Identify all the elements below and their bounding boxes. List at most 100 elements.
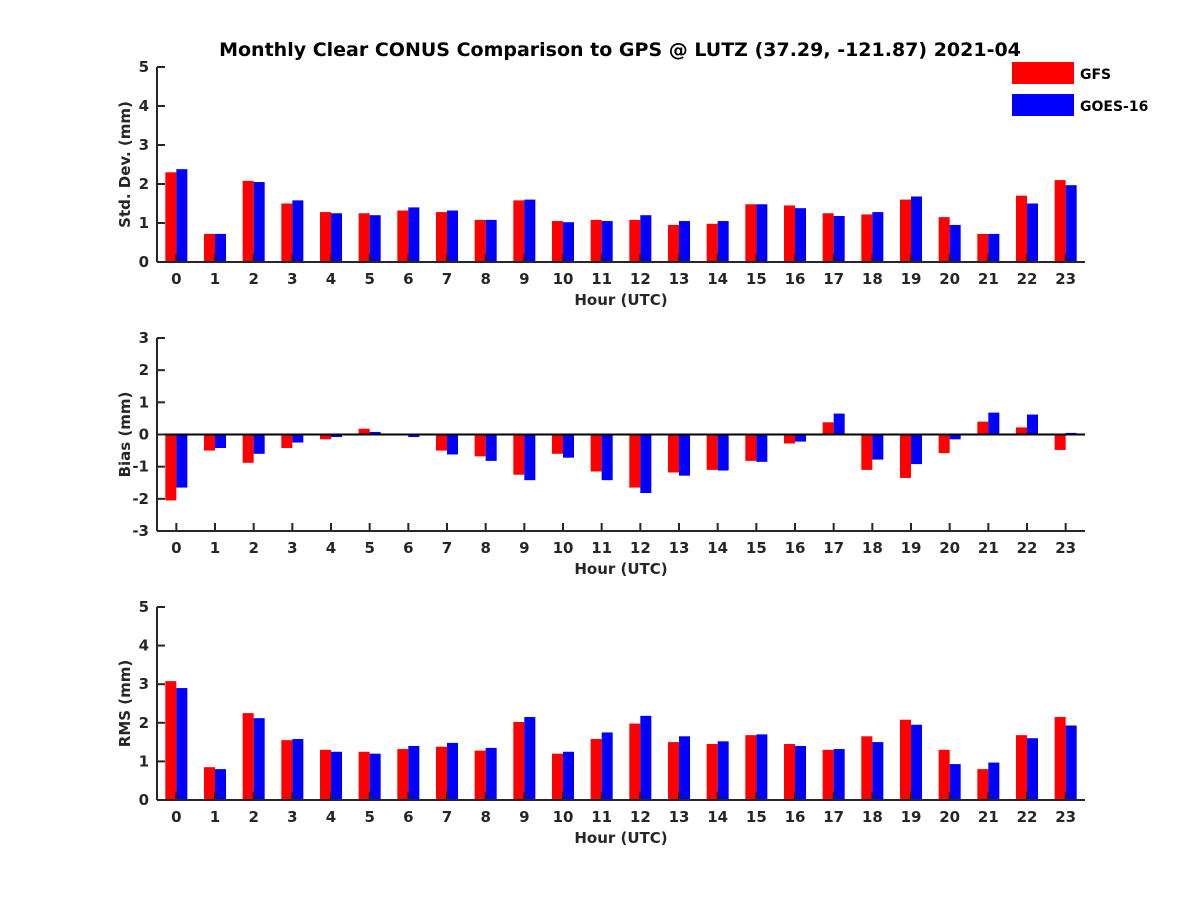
bar-goes16-hour-22 (1027, 738, 1038, 800)
bar-gfs-hour-5 (358, 428, 370, 435)
x-tick-label: 4 (326, 539, 336, 557)
bar-goes16-hour-21 (988, 762, 1000, 800)
bar-gfs-hour-2 (242, 434, 254, 463)
x-tick-label: 2 (248, 808, 258, 826)
bar-gfs-hour-21 (977, 233, 989, 262)
x-tick-label: 12 (630, 539, 651, 557)
x-tick-label: 2 (248, 270, 258, 288)
y-tick-label: 3 (139, 675, 149, 693)
bar-gfs-hour-8 (474, 434, 486, 457)
bar-gfs-hour-20 (938, 217, 950, 262)
bar-goes16-hour-12 (640, 434, 652, 494)
bar-goes16-hour-22 (1027, 414, 1038, 435)
y-tick-label: 0 (139, 426, 149, 444)
bar-gfs-hour-16 (784, 434, 795, 444)
legend: GFS GOES-16 (1012, 62, 1148, 116)
x-tick-label: 13 (669, 808, 690, 826)
bar-goes16-hour-13 (679, 434, 690, 476)
bar-goes16-hour-2 (253, 434, 265, 454)
bar-goes16-hour-15 (756, 204, 768, 262)
bar-goes16-hour-13 (679, 221, 690, 262)
x-tick-label: 6 (403, 808, 413, 826)
x-tick-label: 11 (591, 808, 612, 826)
bar-gfs-hour-14 (706, 434, 718, 470)
y-tick-label: 4 (139, 97, 149, 115)
figure-title: Monthly Clear CONUS Comparison to GPS @ … (219, 39, 1021, 61)
x-tick-label: 15 (746, 808, 767, 826)
bar-goes16-hour-1 (215, 233, 226, 262)
bar-gfs-hour-3 (281, 740, 293, 800)
bar-goes16-hour-2 (253, 182, 265, 262)
x-tick-label: 8 (480, 270, 490, 288)
bar-goes16-hour-18 (872, 434, 884, 460)
bar-goes16-hour-19 (911, 196, 922, 262)
bar-gfs-hour-21 (977, 421, 989, 435)
x-tick-label: 9 (519, 808, 529, 826)
x-axis-label: Hour (UTC) (574, 560, 667, 578)
bar-gfs-hour-18 (861, 736, 873, 800)
x-tick-label: 19 (901, 808, 922, 826)
x-tick-label: 23 (1055, 539, 1076, 557)
x-tick-label: 20 (939, 808, 960, 826)
bar-gfs-hour-20 (938, 749, 950, 800)
bar-gfs-hour-23 (1054, 180, 1066, 262)
bar-gfs-hour-3 (281, 203, 293, 262)
bar-gfs-hour-4 (320, 434, 331, 440)
bar-goes16-hour-7 (447, 210, 458, 262)
x-tick-label: 17 (823, 270, 844, 288)
bar-gfs-hour-0 (165, 434, 177, 501)
bar-gfs-hour-23 (1054, 717, 1066, 800)
bar-gfs-hour-7 (436, 746, 447, 800)
bar-gfs-hour-10 (552, 753, 563, 800)
x-tick-label: 3 (287, 539, 297, 557)
legend-swatch-gfs (1012, 62, 1074, 84)
bar-goes16-hour-11 (601, 732, 613, 800)
x-tick-label: 19 (901, 539, 922, 557)
y-tick-label: 5 (139, 58, 149, 76)
bar-goes16-hour-23 (1065, 725, 1077, 800)
bar-gfs-hour-11 (590, 739, 602, 800)
x-tick-label: 6 (403, 270, 413, 288)
bar-gfs-hour-12 (629, 434, 641, 488)
bar-gfs-hour-9 (513, 200, 525, 262)
bar-goes16-hour-13 (679, 736, 690, 800)
x-tick-label: 5 (364, 808, 374, 826)
x-tick-label: 13 (669, 539, 690, 557)
y-tick-label: -1 (132, 458, 149, 476)
legend-label-gfs: GFS (1080, 67, 1111, 83)
x-tick-label: 21 (978, 270, 999, 288)
bar-goes16-hour-7 (447, 742, 458, 800)
x-tick-label: 8 (480, 808, 490, 826)
bar-gfs-hour-1 (204, 434, 215, 451)
bar-gfs-hour-22 (1016, 427, 1027, 435)
x-tick-label: 14 (707, 539, 728, 557)
x-tick-label: 7 (442, 808, 452, 826)
bar-goes16-hour-1 (215, 769, 226, 800)
bar-gfs-hour-15 (745, 204, 757, 262)
bar-goes16-hour-18 (872, 212, 884, 262)
x-tick-label: 5 (364, 270, 374, 288)
x-tick-label: 9 (519, 270, 529, 288)
x-tick-label: 8 (480, 539, 490, 557)
x-tick-label: 15 (746, 539, 767, 557)
x-tick-label: 18 (862, 270, 883, 288)
bar-goes16-hour-12 (640, 715, 652, 800)
y-axis-label: Std. Dev. (mm) (116, 101, 134, 228)
bar-gfs-hour-13 (668, 434, 679, 473)
bar-goes16-hour-19 (911, 724, 922, 800)
x-tick-label: 18 (862, 539, 883, 557)
y-tick-label: 5 (139, 598, 149, 616)
bar-goes16-hour-6 (408, 434, 420, 438)
x-tick-label: 10 (553, 270, 574, 288)
y-tick-label: 2 (139, 361, 149, 379)
x-tick-label: 11 (591, 539, 612, 557)
x-axis-label: Hour (UTC) (574, 291, 667, 309)
x-tick-label: 20 (939, 539, 960, 557)
y-tick-label: 1 (139, 393, 149, 411)
bar-goes16-hour-9 (524, 199, 536, 262)
y-tick-label: 2 (139, 714, 149, 732)
bar-gfs-hour-12 (629, 219, 641, 262)
bar-gfs-hour-1 (204, 233, 215, 262)
